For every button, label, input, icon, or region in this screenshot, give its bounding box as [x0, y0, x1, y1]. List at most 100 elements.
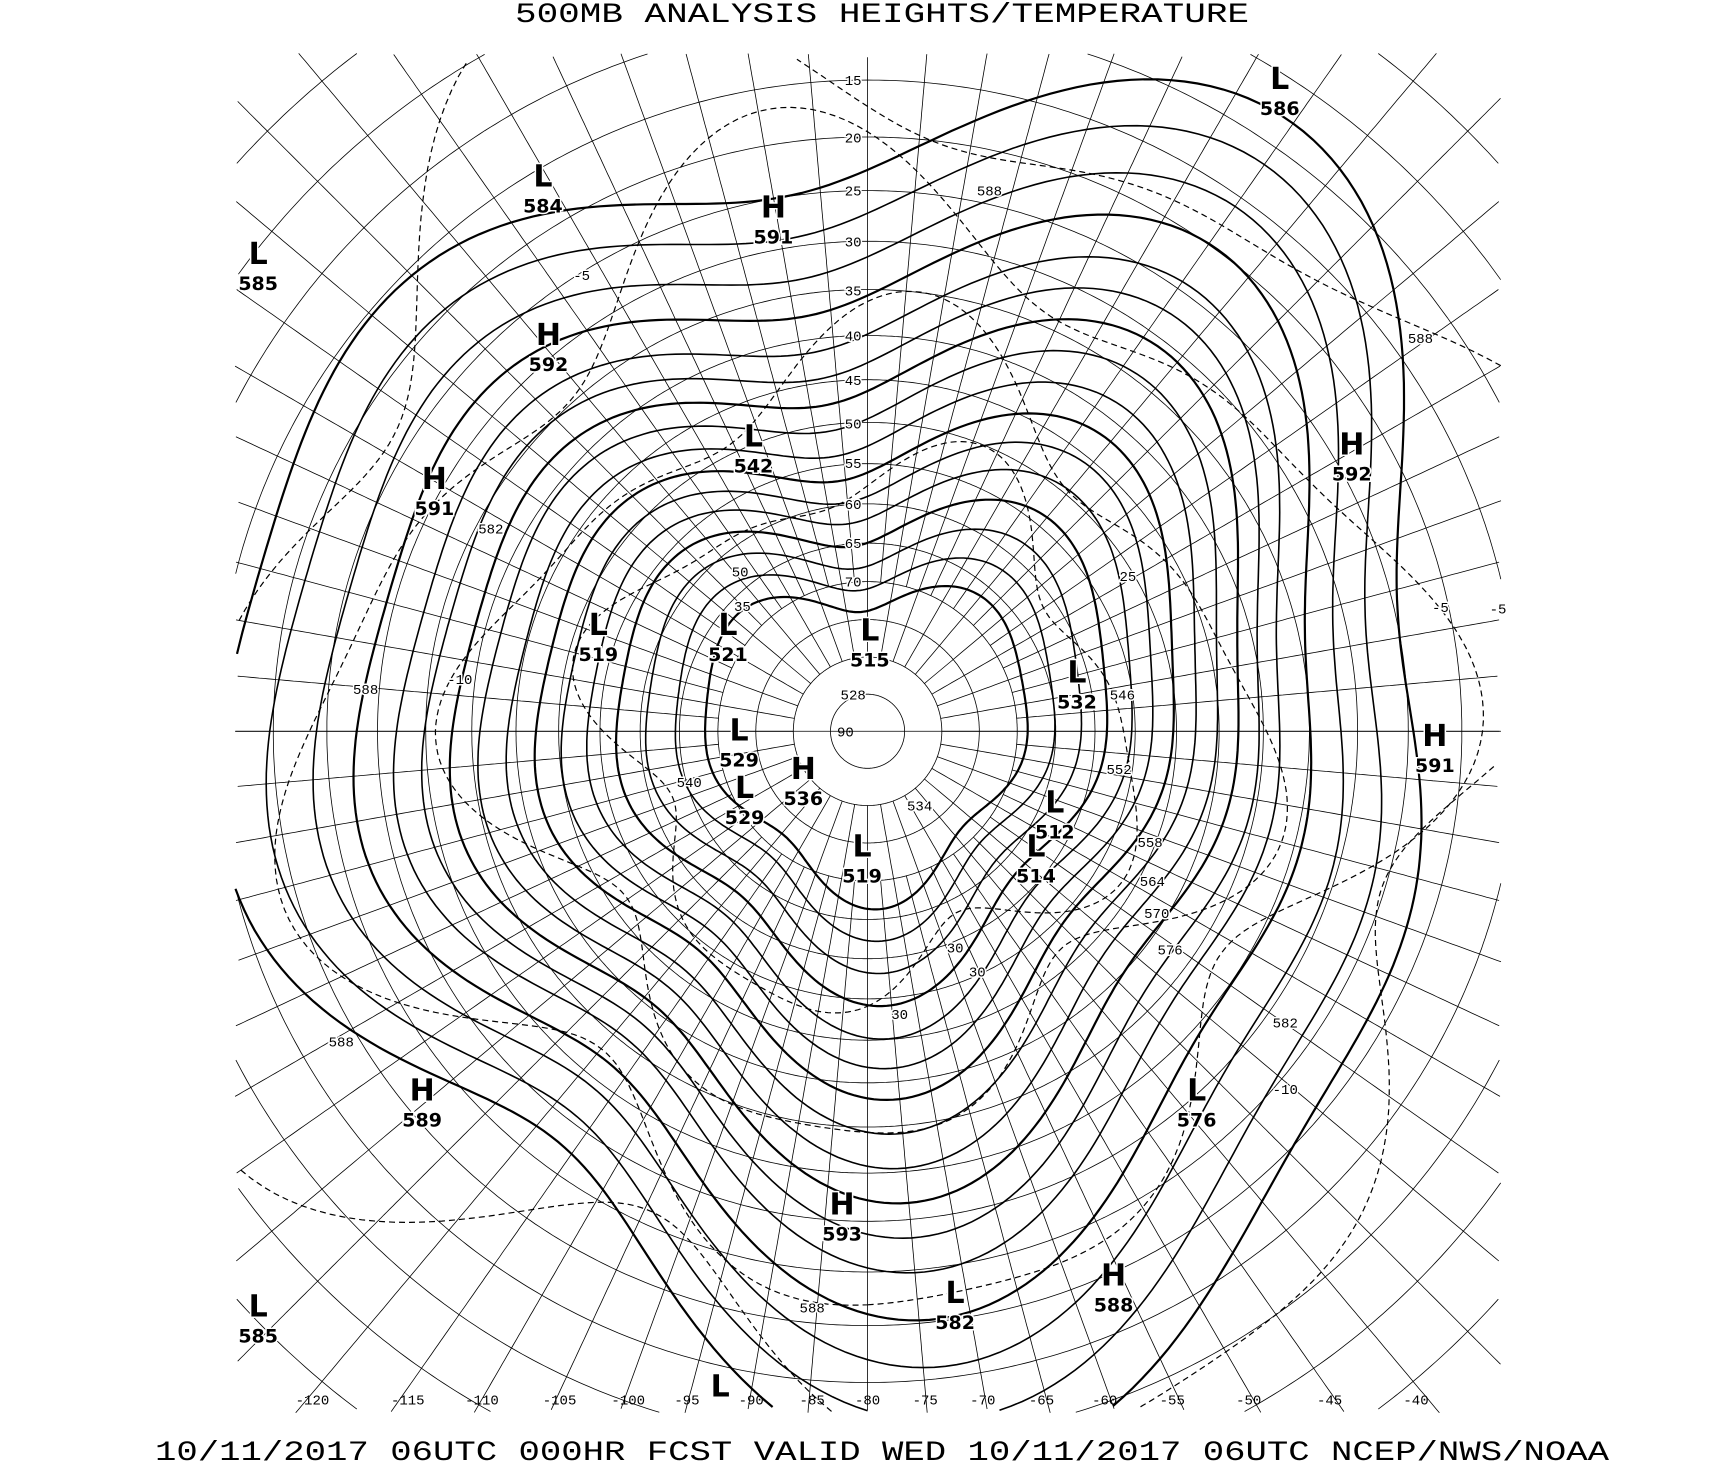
center-symbol: L: [589, 608, 608, 643]
center-symbol: H: [761, 190, 786, 225]
contour-value-label: 582: [1273, 1017, 1298, 1033]
contour-value-label: 558: [1137, 836, 1162, 852]
meridian: [940, 619, 1500, 719]
contour-value-label: 25: [1120, 570, 1137, 586]
center-value: 591: [415, 498, 455, 520]
meridian: [880, 880, 928, 1413]
meridian: [930, 56, 1183, 596]
center-symbol: L: [718, 608, 737, 643]
longitude-label: -45: [1317, 1393, 1342, 1409]
meridian: [550, 866, 805, 1410]
height-contour: [265, 124, 1383, 1412]
longitude-label: -115: [391, 1393, 425, 1409]
latitude-label: 40: [845, 330, 862, 346]
center-symbol: H: [1339, 427, 1364, 462]
center-value: 542: [734, 456, 774, 478]
center-symbol: L: [711, 1369, 730, 1404]
meridian: [234, 768, 804, 1097]
meridian: [914, 53, 1437, 675]
center-symbol: L: [249, 1290, 268, 1325]
contour-value-label: 564: [1140, 875, 1165, 891]
center-value: 519: [578, 644, 618, 666]
center-value: 529: [719, 749, 759, 771]
center-symbol: L: [1045, 785, 1064, 820]
center-symbol: H: [1422, 719, 1447, 754]
center-value: 521: [708, 644, 748, 666]
meridian: [953, 54, 1342, 609]
meridian: [931, 365, 1501, 695]
temperature-contour: [434, 290, 1289, 1134]
contour-value-label: 35: [734, 600, 751, 616]
longitude-label: -70: [970, 1393, 995, 1409]
center-symbol: L: [946, 1276, 965, 1311]
meridian: [904, 795, 1262, 1413]
meridian: [747, 53, 856, 659]
center-value: 512: [1035, 821, 1075, 843]
meridian: [904, 53, 1259, 668]
latitude-label: 30: [845, 236, 862, 252]
contour-value-label: 588: [800, 1301, 825, 1317]
contour-value-label: 576: [1157, 944, 1182, 960]
meridian: [235, 436, 733, 669]
meridian: [473, 795, 831, 1413]
height-contour: [674, 557, 1056, 943]
meridian: [234, 365, 804, 695]
map-title: 500MB ANALYSIS HEIGHTS/TEMPERATURE: [515, 0, 1249, 31]
meridian: [905, 875, 1051, 1413]
lat-lon-grid: [234, 53, 1502, 1414]
temperature-contour: [571, 440, 1138, 1014]
latitude-circle: [236, 53, 1499, 1410]
longitude-label: -75: [913, 1393, 938, 1409]
contour-value-label: 50: [732, 566, 749, 582]
latitude-label: 65: [845, 537, 862, 553]
center-value: 514: [1016, 866, 1056, 888]
meridian: [235, 561, 724, 693]
meridian: [238, 501, 798, 707]
height-contour: [234, 78, 1423, 1408]
meridian: [937, 500, 1502, 707]
center-value: 588: [1094, 1294, 1134, 1316]
longitude-label: -120: [296, 1393, 330, 1409]
center-symbol: L: [744, 420, 763, 455]
latitude-circle: [235, 79, 1502, 1383]
latitude-label: 50: [845, 417, 862, 433]
center-value: 576: [1177, 1109, 1217, 1131]
meridian: [236, 289, 746, 646]
contour-value-label: 528: [841, 689, 866, 705]
center-value: 586: [1260, 98, 1300, 120]
center-symbol: L: [860, 614, 879, 649]
latitude-circle: [238, 54, 1502, 1412]
center-value: 591: [1415, 755, 1455, 777]
longitude-label: -95: [674, 1393, 699, 1409]
latitude-label: 55: [845, 457, 862, 473]
meridian: [905, 53, 1050, 587]
meridian: [892, 800, 1115, 1409]
center-symbol: H: [536, 318, 561, 353]
center-symbol: L: [729, 713, 748, 748]
temperature-contour: [238, 58, 1502, 1413]
longitude-label: -55: [1160, 1393, 1185, 1409]
latitude-label: 20: [845, 131, 862, 147]
contour-value-label: -5: [1490, 602, 1507, 618]
center-value: 593: [822, 1224, 862, 1246]
center-value: 591: [754, 226, 794, 248]
latitude-label: 60: [845, 498, 862, 514]
meridian: [684, 875, 830, 1413]
meridian: [880, 54, 928, 583]
center-value: 582: [935, 1312, 975, 1334]
height-contour: [477, 349, 1219, 1170]
latitude-circle: [830, 693, 905, 769]
